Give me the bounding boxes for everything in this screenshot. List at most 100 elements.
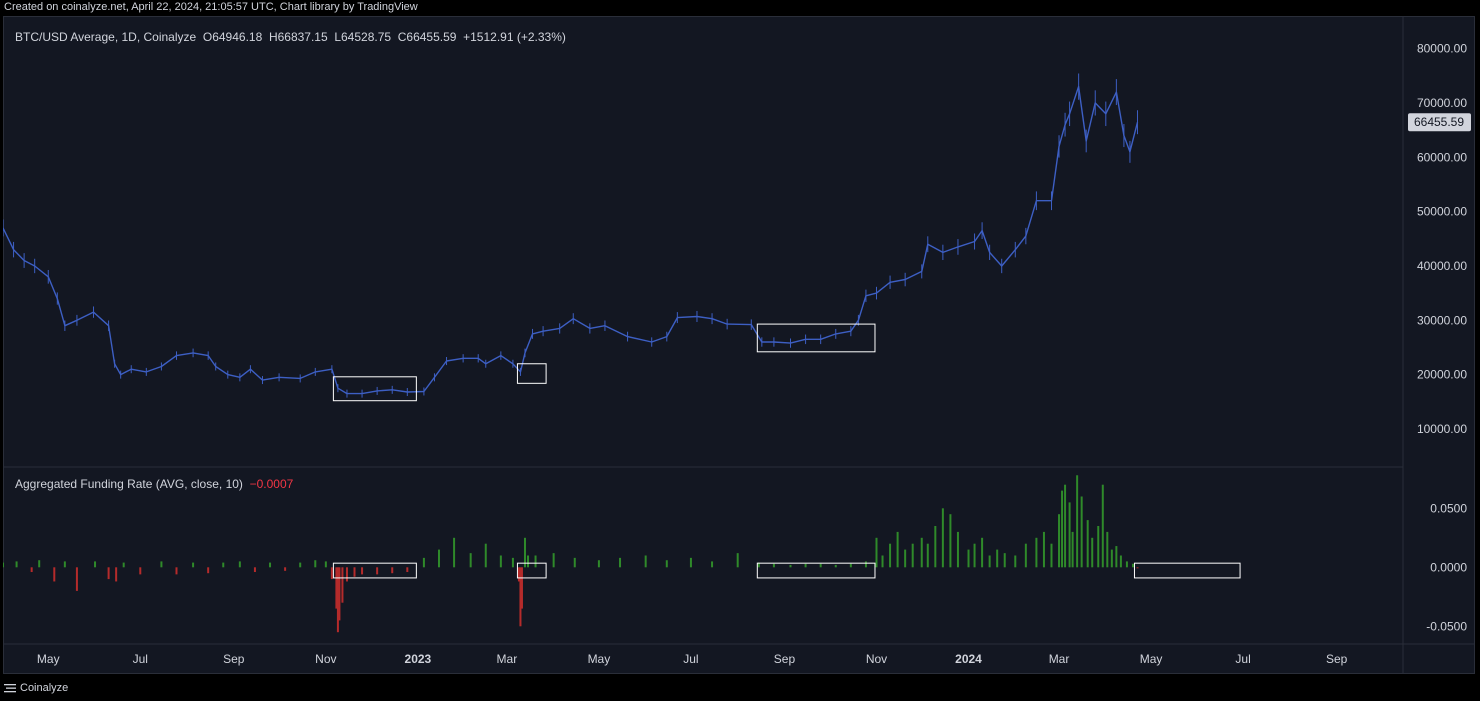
price-tick-label: 80000.00 [1417,42,1467,56]
funding-bar [335,567,338,609]
price-close: C66455.59 [397,30,457,44]
funding-bar [804,563,807,568]
funding-bar [527,555,529,568]
funding-bar [1119,555,1122,568]
funding-bar [1024,543,1027,568]
funding-bar [619,557,622,568]
price-tick-label: 40000.00 [1417,259,1467,273]
funding-bar [422,557,425,568]
time-tick-label: 2024 [955,652,982,666]
funding-bar [981,537,984,568]
funding-bar [122,562,125,568]
funding-highlight-box [332,562,417,579]
funding-bar [956,531,959,568]
funding-bar [573,557,576,568]
funding-bar [511,557,514,568]
funding-bar [644,555,647,568]
funding-bar [15,561,18,568]
price-tick-label: 60000.00 [1417,150,1467,164]
funding-bar [552,553,555,568]
funding-bar [94,561,97,568]
funding-bar [1080,496,1083,568]
funding-bar [38,560,41,568]
last-price-tag: 66455.59 [1408,113,1471,132]
time-tick-label: May [1140,652,1163,666]
funding-bar [517,567,520,582]
funding-bar [934,526,937,568]
funding-bar [881,555,884,568]
funding-bar [353,567,356,577]
funding-bar [115,567,118,582]
funding-bar [789,564,792,568]
time-tick-label: Jul [683,652,698,666]
funding-bar [1064,484,1067,568]
funding-bar [376,567,379,575]
menu-icon [4,684,16,693]
funding-bar [207,567,210,574]
funding-highlight-box [756,562,876,579]
funding-bar [1042,531,1045,568]
price-tick-label: 70000.00 [1417,96,1467,110]
time-tick-label: Nov [315,652,336,666]
price-low: L64528.75 [334,30,392,44]
time-tick-label: Sep [223,652,245,666]
funding-bar [711,561,714,568]
funding-bar [949,514,952,568]
funding-bar [253,567,256,573]
funding-bar [284,567,287,571]
funding-bar [819,563,822,568]
funding-bar [1097,526,1100,568]
funding-bar [175,567,178,575]
funding-bar [926,543,929,568]
brand-footer[interactable]: Coinalyze [4,682,68,694]
funding-bar [338,567,341,621]
funding-bar [1014,555,1017,568]
funding-bar [469,553,472,568]
funding-bar [330,567,333,580]
funding-bar [1131,563,1134,568]
chart-frame [3,16,1475,674]
funding-bar [269,562,272,568]
price-highlight-box [516,363,547,384]
funding-bar [406,567,409,573]
funding-bar [453,537,456,568]
funding-bar [345,567,348,582]
funding-bar [299,562,302,568]
time-axis[interactable]: May Jul Sep Nov 2023 Mar May Jul Sep Nov 2024 Mar Ma… [37,652,1348,666]
price-change: +1512.91 (+2.33%) [463,30,566,44]
funding-bar [834,564,837,568]
time-tick-label: Mar [1049,652,1070,666]
price-tick-label: 50000.00 [1417,205,1467,219]
funding-bar [920,537,923,568]
time-tick-label: Sep [1326,652,1348,666]
funding-bar [1086,520,1089,568]
funding-bar [904,549,907,568]
funding-bar [1106,531,1109,568]
funding-bar [53,567,56,582]
funding-axis[interactable]: -0.0500 0.0000 0.0500 [1426,501,1467,633]
funding-tick-label: 0.0500 [1430,501,1467,515]
funding-bar [1003,553,1006,568]
funding-bar [523,537,526,568]
funding-bar [1071,531,1074,568]
chart-canvas[interactable]: 10000.00 20000.00 30000.00 40000.00 50000.00… [3,16,1475,674]
funding-bar [314,560,317,568]
funding-name: Aggregated Funding Rate (AVG, close, 10) [15,477,243,491]
funding-highlight-box [1133,562,1241,579]
price-highlight-box [332,376,417,402]
funding-bar [63,561,66,568]
funding-bar [772,563,775,568]
funding-bar [484,543,487,568]
funding-bar [107,567,110,580]
funding-bar [1115,546,1118,568]
funding-bar [896,531,899,568]
funding-bar [864,561,867,568]
time-tick-label: Mar [497,652,518,666]
funding-tick-label: 0.0000 [1430,560,1467,574]
price-axis[interactable]: 10000.00 20000.00 30000.00 40000.00 50000.00… [1417,42,1467,436]
price-tick-label: 30000.00 [1417,313,1467,327]
time-tick-label: Jul [1235,652,1250,666]
funding-bar [437,549,440,568]
funding-bar [757,562,760,568]
time-tick-label: May [37,652,60,666]
